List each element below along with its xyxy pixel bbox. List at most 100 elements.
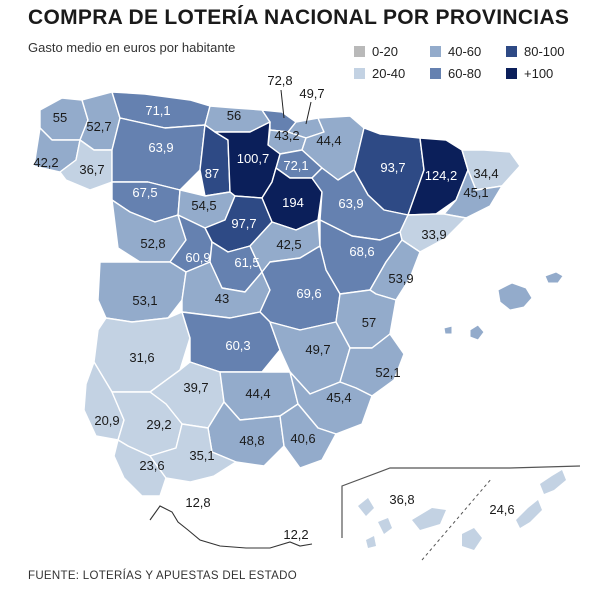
label-alava: 43,2 — [274, 128, 299, 143]
mallorca-island — [497, 282, 533, 311]
label-santa-cruz-de-tenerife: 36,8 — [389, 492, 414, 507]
label-castellon: 53,9 — [388, 271, 413, 286]
legend-label: 80-100 — [524, 44, 565, 59]
legend-item-100-plus: +100 — [506, 66, 553, 81]
balearic-islands — [443, 271, 564, 341]
ibiza-islet — [443, 325, 453, 335]
label-tarragona: 33,9 — [421, 227, 446, 242]
callout-gipuzkoa — [305, 101, 312, 125]
legend-label: 60-80 — [448, 66, 482, 81]
label-alicante: 52,1 — [375, 365, 400, 380]
tenerife-island — [412, 508, 446, 530]
label-bizkaia: 72,8 — [267, 73, 292, 88]
province-ciudad-real — [181, 311, 281, 373]
province-malaga — [149, 423, 237, 483]
label-ourense: 36,7 — [79, 162, 104, 177]
label-salamanca: 52,8 — [140, 236, 165, 251]
label-almeria: 40,6 — [290, 431, 315, 446]
la-palma-island — [358, 498, 374, 516]
santa-cruz-de-tenerife-islands — [358, 498, 446, 548]
label-la-rioja: 72,1 — [283, 158, 308, 173]
label-ceuta: 12,8 — [185, 495, 210, 510]
legend-swatch — [506, 46, 517, 57]
legend-item-80-100: 80-100 — [506, 44, 564, 59]
label-pontevedra: 42,2 — [33, 155, 58, 170]
el-hierro-island — [366, 536, 376, 548]
legend-label: 40-60 — [448, 44, 482, 59]
las-palmas-islands — [462, 470, 566, 550]
gran-canaria-island — [462, 528, 482, 550]
label-sevilla: 29,2 — [146, 417, 171, 432]
label-segovia: 97,7 — [231, 216, 256, 231]
label-a-coruna: 55 — [53, 110, 67, 125]
la-gomera-island — [378, 518, 392, 534]
label-girona: 34,4 — [473, 166, 498, 181]
value-labels: 55 52,7 42,2 36,7 71,1 56 72,8 49,7 43,2… — [33, 73, 514, 542]
legend-label: 20-40 — [372, 66, 406, 81]
label-valladolid: 54,5 — [191, 198, 216, 213]
canary-inset-frame — [341, 465, 581, 538]
map-title: COMPRA DE LOTERÍA NACIONAL POR PROVINCIA… — [28, 6, 570, 29]
ibiza-island — [469, 324, 485, 341]
label-albacete: 49,7 — [305, 342, 330, 357]
province-barcelona — [443, 169, 503, 219]
label-gipuzkoa: 49,7 — [299, 86, 324, 101]
label-toledo: 43 — [215, 291, 229, 306]
label-zamora: 67,5 — [132, 185, 157, 200]
legend-swatch — [354, 68, 365, 79]
source-note: FUENTE: LOTERÍAS Y APUESTAS DEL ESTADO — [28, 570, 297, 582]
label-cadiz: 23,6 — [139, 458, 164, 473]
label-teruel: 68,6 — [349, 244, 374, 259]
label-granada: 48,8 — [239, 433, 264, 448]
label-guadalajara: 42,5 — [276, 237, 301, 252]
legend-swatch — [430, 68, 441, 79]
label-zaragoza: 63,9 — [338, 196, 363, 211]
label-huelva: 20,9 — [94, 413, 119, 428]
label-huesca: 93,7 — [380, 160, 405, 175]
legend-item-40-60: 40-60 — [430, 44, 481, 59]
label-soria: 194 — [282, 195, 304, 210]
label-ciudad-real: 60,3 — [225, 338, 250, 353]
legend-label: +100 — [524, 66, 554, 81]
label-caceres: 53,1 — [132, 293, 157, 308]
label-madrid: 61,5 — [234, 255, 259, 270]
legend: 0-20 20-40 40-60 60-80 80-100 +100 — [354, 44, 600, 86]
label-jaen: 44,4 — [245, 386, 270, 401]
province-cadiz — [113, 439, 167, 497]
legend-swatch — [354, 46, 365, 57]
callout-lines — [280, 89, 312, 125]
label-melilla: 12,2 — [283, 527, 308, 542]
label-leon: 63,9 — [148, 140, 173, 155]
map-subtitle: Gasto medio en euros por habitante — [28, 40, 236, 55]
province-ourense — [59, 139, 113, 191]
label-murcia: 45,4 — [326, 390, 351, 405]
label-lugo: 52,7 — [86, 119, 111, 134]
menorca-island — [544, 271, 564, 284]
label-valencia: 57 — [362, 315, 376, 330]
province-caceres — [97, 261, 187, 323]
legend-label: 0-20 — [372, 44, 399, 59]
morocco-coast — [149, 505, 313, 549]
label-cordoba: 39,7 — [183, 380, 208, 395]
canary-islands-inset — [341, 465, 581, 561]
provinces — [33, 91, 521, 497]
label-palencia: 87 — [205, 166, 219, 181]
callout-bizkaia — [280, 89, 285, 119]
lanzarote-island — [540, 470, 566, 494]
label-avila: 60,9 — [185, 250, 210, 265]
legend-swatch — [506, 68, 517, 79]
label-cantabria: 56 — [227, 108, 241, 123]
label-burgos: 100,7 — [237, 151, 270, 166]
legend-item-20-40: 20-40 — [354, 66, 405, 81]
label-lleida: 124,2 — [425, 168, 458, 183]
label-asturias: 71,1 — [145, 103, 170, 118]
label-las-palmas: 24,6 — [489, 502, 514, 517]
label-badajoz: 31,6 — [129, 350, 154, 365]
legend-swatch — [430, 46, 441, 57]
label-cuenca: 69,6 — [296, 286, 321, 301]
label-barcelona: 45,1 — [463, 185, 488, 200]
legend-item-0-20: 0-20 — [354, 44, 398, 59]
fuerteventura-island — [516, 500, 542, 528]
north-africa-outline — [149, 505, 313, 549]
